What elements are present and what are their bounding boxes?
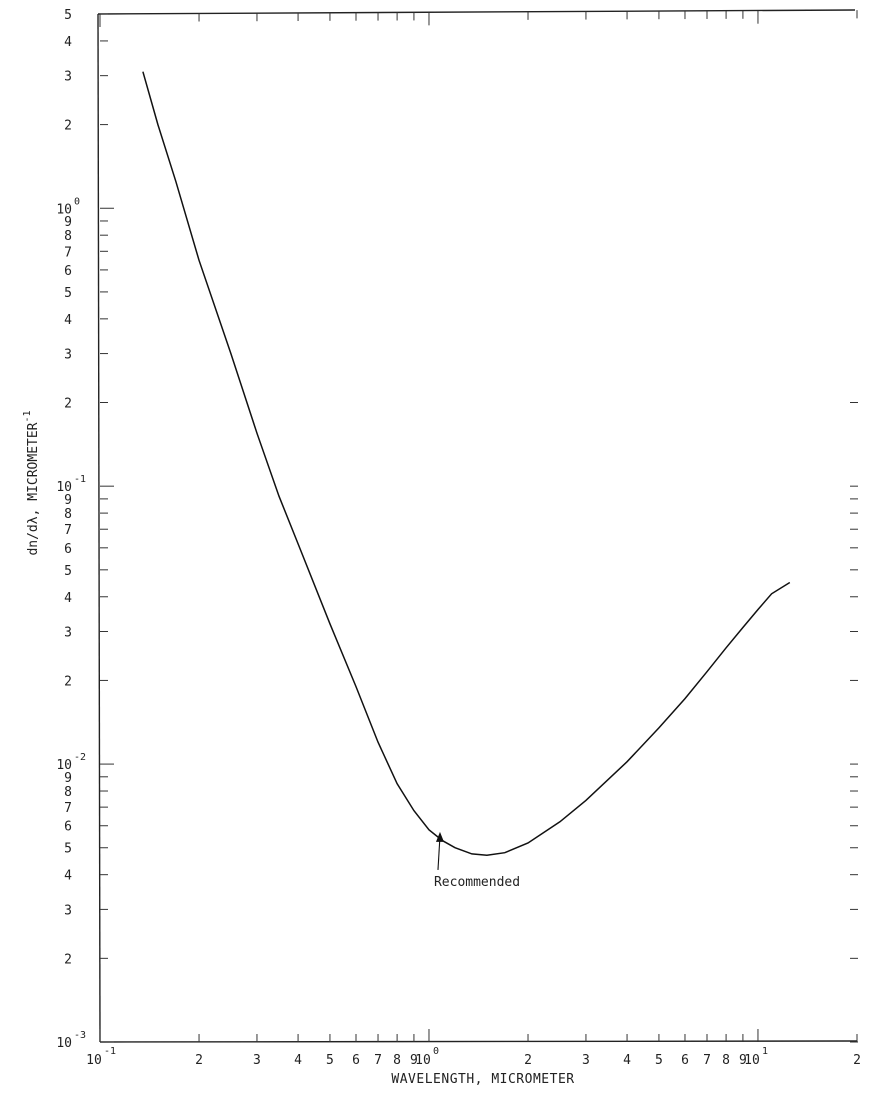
y-tick-label: 7 xyxy=(64,245,72,260)
x-tick-label: 2 xyxy=(524,1053,532,1068)
y-tick-label-decade: 10 xyxy=(56,202,72,217)
y-tick-label: 5 xyxy=(64,8,72,23)
x-axis-title: WAVELENGTH, MICROMETER xyxy=(391,1072,574,1087)
series-line xyxy=(143,72,790,856)
y-tick-label-exponent: 0 xyxy=(74,196,80,207)
x-tick-label-exponent: 0 xyxy=(433,1046,439,1057)
y-axis-title-text: dn/dλ, MICROMETER xyxy=(26,422,41,555)
x-tick-label: 4 xyxy=(623,1053,631,1068)
y-tick-label: 3 xyxy=(64,348,72,363)
y-tick-label-exponent: -1 xyxy=(74,474,86,485)
y-tick-label: 4 xyxy=(64,313,72,328)
y-tick-label-decade: 10 xyxy=(56,480,72,495)
y-axis-tick-labels: 234567892345678923456789234510-310-210-1… xyxy=(56,8,86,1051)
y-axis-title: dn/dλ, MICROMETER-1 xyxy=(22,410,41,555)
y-tick-label: 4 xyxy=(64,869,72,884)
y-tick-label: 8 xyxy=(64,507,72,522)
y-tick-label: 7 xyxy=(64,801,72,816)
y-tick-label: 3 xyxy=(64,70,72,85)
x-tick-label: 2 xyxy=(853,1053,861,1068)
x-tick-label: 5 xyxy=(655,1053,663,1068)
annotation-group: Recommended xyxy=(434,832,520,890)
x-tick-label-exponent: 1 xyxy=(762,1046,768,1057)
y-tick-label: 5 xyxy=(64,286,72,301)
y-tick-label: 3 xyxy=(64,625,72,640)
x-tick-label-exponent: -1 xyxy=(104,1046,116,1057)
y-tick-label: 2 xyxy=(64,119,72,134)
y-tick-label: 5 xyxy=(64,564,72,579)
y-tick-label: 5 xyxy=(64,842,72,857)
y-tick-label: 8 xyxy=(64,229,72,244)
y-tick-label: 4 xyxy=(64,591,72,606)
x-tick-label-decade: 10 xyxy=(744,1053,760,1068)
y-tick-label: 2 xyxy=(64,674,72,689)
y-tick-label: 6 xyxy=(64,542,72,557)
x-tick-label: 3 xyxy=(253,1053,261,1068)
plot-frame-top xyxy=(98,10,855,14)
y-tick-label: 2 xyxy=(64,397,72,412)
plot-frame-bottom xyxy=(100,1041,857,1042)
annotation-recommended: Recommended xyxy=(434,875,520,890)
y-tick-label: 2 xyxy=(64,952,72,967)
y-tick-label-exponent: -3 xyxy=(74,1030,86,1041)
y-tick-label-decade: 10 xyxy=(56,1036,72,1051)
y-tick-label: 8 xyxy=(64,785,72,800)
y-tick-label: 7 xyxy=(64,523,72,538)
x-tick-label: 8 xyxy=(393,1053,401,1068)
y-tick-label: 3 xyxy=(64,903,72,918)
y-tick-label-exponent: -2 xyxy=(74,752,86,763)
y-tick-label: 4 xyxy=(64,35,72,50)
x-tick-label: 4 xyxy=(294,1053,302,1068)
x-tick-label: 3 xyxy=(582,1053,590,1068)
x-tick-label: 5 xyxy=(326,1053,334,1068)
x-tick-label: 7 xyxy=(703,1053,711,1068)
y-axis-title-exponent: -1 xyxy=(22,410,33,422)
x-tick-label-decade: 10 xyxy=(86,1053,102,1068)
x-tick-label: 7 xyxy=(374,1053,382,1068)
plot-frame-left xyxy=(98,14,100,1042)
y-tick-label: 6 xyxy=(64,264,72,279)
x-tick-label: 2 xyxy=(195,1053,203,1068)
x-tick-label: 6 xyxy=(352,1053,360,1068)
x-tick-label: 8 xyxy=(722,1053,730,1068)
y-tick-label: 6 xyxy=(64,820,72,835)
x-tick-label: 6 xyxy=(681,1053,689,1068)
x-tick-label-decade: 10 xyxy=(415,1053,431,1068)
y-tick-label-decade: 10 xyxy=(56,758,72,773)
